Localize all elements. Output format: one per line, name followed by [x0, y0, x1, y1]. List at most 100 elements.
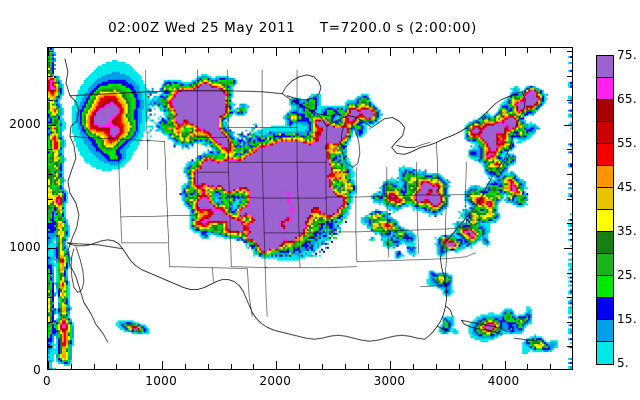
x-tick-top	[367, 48, 369, 53]
y-tick-right	[567, 223, 572, 225]
y-tick-right	[564, 124, 572, 126]
y-tick-right	[567, 272, 572, 274]
x-tick-top	[184, 48, 186, 53]
colorbar-label: 35.	[617, 224, 637, 238]
x-tick	[527, 364, 529, 369]
x-axis-label: 0	[43, 374, 51, 388]
y-tick	[48, 100, 53, 102]
colorbar-band	[597, 320, 613, 342]
x-tick-top	[527, 48, 529, 53]
colorbar-label: 25.	[617, 268, 637, 282]
y-tick	[48, 321, 53, 323]
x-tick	[413, 364, 415, 369]
x-tick-top	[253, 48, 255, 53]
colorbar-band	[597, 342, 613, 364]
x-tick	[504, 361, 506, 369]
x-tick-top	[139, 48, 141, 53]
x-tick	[367, 364, 369, 369]
x-tick	[162, 361, 164, 369]
colorbar-band	[597, 276, 613, 298]
y-tick	[48, 223, 53, 225]
y-tick-right	[567, 321, 572, 323]
x-axis-label: 4000	[487, 374, 520, 388]
y-tick	[48, 174, 53, 176]
x-tick-top	[230, 48, 232, 53]
y-tick-right	[567, 100, 572, 102]
reflectivity-colorbar	[596, 55, 614, 365]
x-tick-top	[162, 48, 164, 56]
x-tick	[230, 364, 232, 369]
y-axis-label: 2000	[9, 116, 41, 131]
y-axis-label: 1000	[9, 239, 41, 254]
y-tick	[48, 149, 53, 151]
x-tick-top	[458, 48, 460, 53]
y-tick-right	[567, 174, 572, 176]
x-tick	[48, 361, 49, 369]
colorbar-band	[597, 210, 613, 232]
colorbar-band	[597, 56, 613, 78]
x-tick-top	[116, 48, 118, 53]
figure-title: 02:00Z Wed 25 May 2011 T=7200.0 s (2:00:…	[108, 20, 477, 36]
x-tick-top	[390, 48, 392, 56]
y-tick-right	[567, 346, 572, 348]
x-tick-top	[276, 48, 278, 56]
x-tick	[207, 364, 209, 369]
colorbar-label: 75.	[617, 48, 637, 62]
y-tick	[48, 346, 53, 348]
x-tick-top	[70, 48, 72, 53]
y-tick	[48, 272, 53, 274]
x-tick-top	[481, 48, 483, 53]
y-tick	[48, 198, 53, 200]
x-tick	[116, 364, 118, 369]
y-tick-right	[567, 198, 572, 200]
colorbar-band	[597, 100, 613, 122]
x-tick	[390, 361, 392, 369]
x-tick	[139, 364, 141, 369]
x-tick	[481, 364, 483, 369]
colorbar-band	[597, 232, 613, 254]
x-tick	[299, 364, 301, 369]
y-tick	[48, 75, 53, 77]
x-tick-top	[504, 48, 506, 56]
x-tick-top	[413, 48, 415, 53]
x-tick-top	[93, 48, 95, 53]
colorbar-label: 45.	[617, 180, 637, 194]
y-tick-right	[567, 149, 572, 151]
colorbar-label: 55.	[617, 136, 637, 150]
x-axis-label: 1000	[145, 374, 178, 388]
colorbar-band	[597, 166, 613, 188]
x-tick	[253, 364, 255, 369]
y-tick	[48, 247, 56, 249]
y-tick	[48, 124, 56, 126]
colorbar-label: 65.	[617, 92, 637, 106]
x-tick	[436, 364, 438, 369]
x-axis-label: 3000	[373, 374, 406, 388]
x-tick	[93, 364, 95, 369]
y-tick-right	[564, 247, 572, 249]
x-tick-top	[299, 48, 301, 53]
x-tick	[344, 364, 346, 369]
x-tick	[184, 364, 186, 369]
x-tick	[70, 364, 72, 369]
x-tick	[321, 364, 323, 369]
colorbar-label: 5.	[617, 356, 630, 370]
y-tick-right	[567, 297, 572, 299]
x-tick	[276, 361, 278, 369]
colorbar-label: 15.	[617, 312, 637, 326]
map-plot-area	[47, 47, 573, 370]
x-tick-top	[344, 48, 346, 53]
x-tick-top	[207, 48, 209, 53]
colorbar-band	[597, 298, 613, 320]
colorbar-band	[597, 188, 613, 210]
x-tick	[458, 364, 460, 369]
x-tick-top	[436, 48, 438, 53]
colorbar-band	[597, 122, 613, 144]
colorbar-band	[597, 78, 613, 100]
y-tick	[48, 50, 53, 52]
colorbar-band	[597, 254, 613, 276]
y-axis-label: 0	[33, 363, 41, 377]
y-tick-right	[567, 50, 572, 52]
colorbar-band	[597, 144, 613, 166]
x-tick-top	[321, 48, 323, 53]
